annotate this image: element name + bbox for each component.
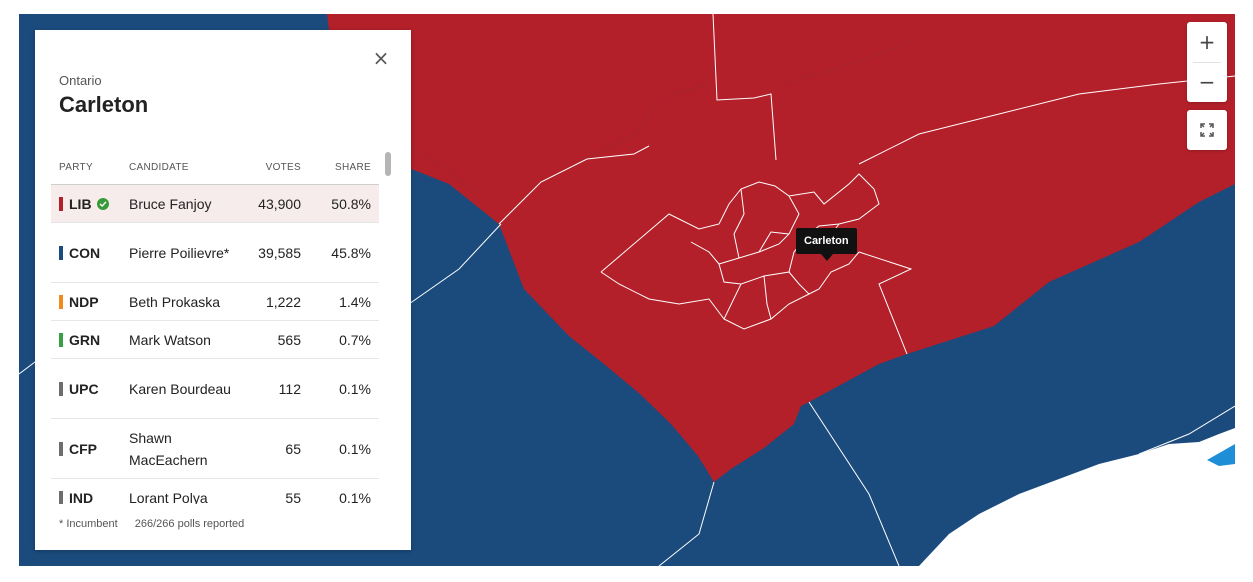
polls-reported: 266/266 polls reported [134,518,245,530]
expand-icon [1200,123,1214,137]
riding-border [712,14,777,161]
party-color-bar [59,294,63,309]
riding-border [658,481,715,566]
table-row[interactable]: CFP Shawn MacEachern 65 0.1% [51,419,379,479]
party-abbreviation: CFP [69,440,97,457]
winner-check-icon [96,197,109,210]
party-cell: NDP [59,283,99,320]
vote-share: 0.1% [339,440,371,457]
vote-count: 55 [285,489,301,505]
candidate-name: Shawn MacEachern [129,429,208,468]
table-row[interactable]: CON Pierre Poilievre* 39,585 45.8% [51,223,379,283]
party-color-bar [59,441,63,456]
party-color-bar [59,245,63,260]
party-abbreviation: LIB [69,195,92,212]
candidate-name: Mark Watson [129,331,211,348]
table-row[interactable]: IND Lorant Polya 55 0.1% [51,479,379,504]
vote-count: 565 [277,331,301,348]
zoom-divider [1193,62,1221,63]
party-abbreviation: IND [69,489,94,505]
results-panel: × Ontario Carleton PARTY CANDIDATE VOTES… [35,30,411,550]
riding-border [498,145,650,225]
party-abbreviation: NDP [69,293,99,310]
party-cell: IND [59,479,93,504]
party-abbreviation: UPC [69,380,99,397]
bloc-region[interactable] [1207,444,1235,466]
riding-border [718,263,742,285]
party-color-bar [59,490,63,504]
candidate-name: Bruce Fanjoy [129,195,212,212]
party-cell: CON [59,223,100,282]
header-share: SHARE [335,162,371,173]
vote-share: 0.1% [339,380,371,397]
riding-border [858,251,913,355]
candidate-name: Beth Prokaska [129,293,221,310]
candidate-name: Pierre Poilievre* [129,244,230,261]
scrollbar[interactable] [383,150,393,504]
table-row[interactable]: GRN Mark Watson 565 0.7% [51,321,379,359]
zoom-in-button[interactable]: + [1187,22,1227,62]
party-color-bar [59,196,63,211]
vote-count: 1,222 [265,293,301,310]
vote-share: 1.4% [339,293,371,310]
riding-border [758,231,790,253]
vote-share: 0.7% [339,331,371,348]
header-party: PARTY [59,162,93,173]
party-cell: LIB [59,185,109,222]
map-tooltip: Carleton [796,228,857,254]
riding-border [600,173,880,330]
riding-border [408,223,502,305]
liberal-region-north[interactable] [327,14,919,224]
tooltip-arrow [821,254,833,261]
riding-border [733,188,745,259]
zoom-controls: + − [1187,22,1227,102]
riding-border [788,271,810,295]
vote-share: 0.1% [339,489,371,505]
party-cell: GRN [59,321,100,358]
table-row[interactable]: NDP Beth Prokaska 1,222 1.4% [51,283,379,321]
vote-count: 39,585 [258,244,301,261]
party-color-bar [59,381,63,396]
results-table[interactable]: PARTY CANDIDATE VOTES SHARE LIB Bruce Fan… [51,152,379,504]
table-body: LIB Bruce Fanjoy 43,900 50.8% CON Pierre Poil… [51,185,379,504]
riding-border [763,275,772,320]
riding-border [858,75,1235,165]
panel-footer: * Incumbent 266/266 polls reported [59,518,244,530]
header-candidate: CANDIDATE [129,162,189,173]
riding-border [808,401,900,566]
party-color-bar [59,332,63,347]
party-cell: UPC [59,359,99,418]
table-header: PARTY CANDIDATE VOTES SHARE [51,152,379,185]
party-abbreviation: GRN [69,331,101,348]
vote-count: 43,900 [258,195,301,212]
fullscreen-button[interactable] [1187,110,1227,150]
party-abbreviation: CON [69,244,101,261]
zoom-out-button[interactable]: − [1187,62,1227,102]
lake [919,428,1235,566]
liberal-region[interactable] [327,14,1235,482]
candidate-name: Lorant Polya [129,489,208,505]
close-button[interactable]: × [372,46,390,70]
riding-border [600,271,725,320]
vote-share: 50.8% [331,195,371,212]
riding-border [1138,405,1235,455]
scrollbar-thumb[interactable] [385,152,391,176]
candidate-name: Karen Bourdeau [129,380,231,397]
vote-share: 45.8% [331,244,371,261]
table-row[interactable]: UPC Karen Bourdeau 112 0.1% [51,359,379,419]
table-row[interactable]: LIB Bruce Fanjoy 43,900 50.8% [51,185,379,223]
incumbent-note: * Incumbent [59,518,118,530]
riding-title: Carleton [59,92,149,117]
vote-count: 112 [278,380,301,397]
vote-count: 65 [285,440,301,457]
province-label: Ontario [59,73,102,88]
party-cell: CFP [59,419,97,478]
header-votes: VOTES [265,162,301,173]
